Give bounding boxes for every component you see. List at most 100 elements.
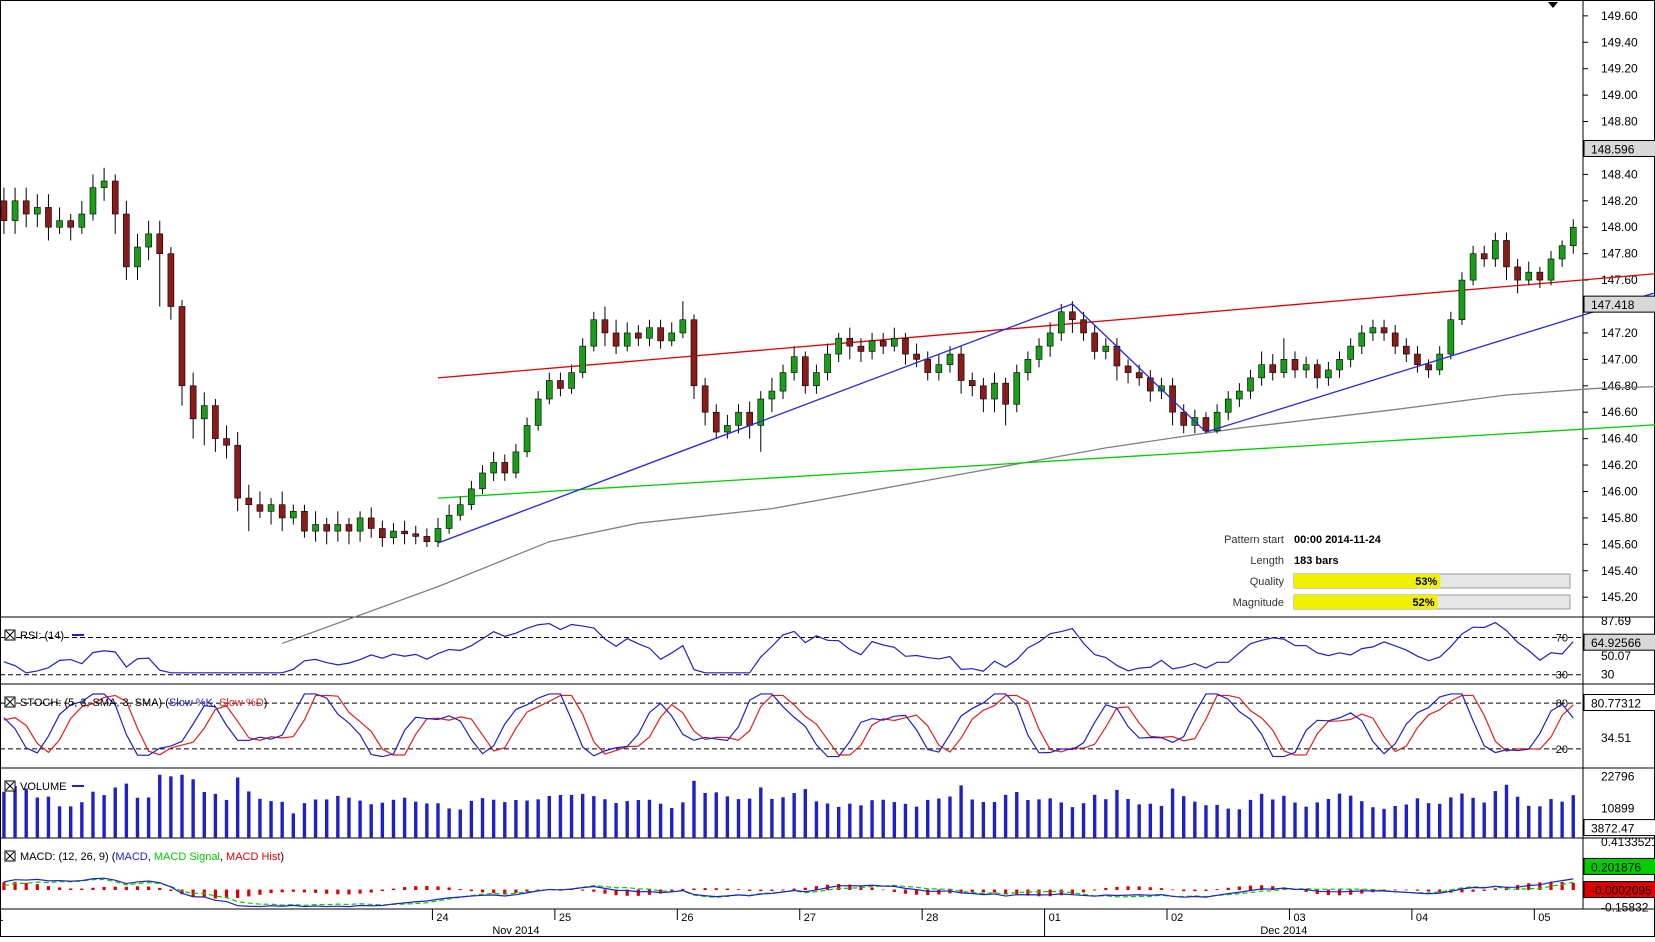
volume-bar <box>1493 791 1498 838</box>
volume-bar <box>781 797 785 838</box>
macd-hist-bar <box>736 889 741 891</box>
volume-bar <box>914 806 919 838</box>
volume-bar <box>202 792 206 838</box>
candle-body <box>735 411 742 426</box>
candle-body <box>790 356 798 373</box>
macd-hist-bar <box>725 888 729 891</box>
volume-bar <box>124 783 129 838</box>
candle-body <box>1280 359 1288 373</box>
candle-body <box>1291 359 1299 371</box>
price-tick-label: 149.40 <box>1601 35 1638 49</box>
macd-value-label-box <box>1583 857 1655 875</box>
macd-hist-bar <box>458 889 462 891</box>
candle-body <box>200 405 208 420</box>
volume-panel-title-part: VOLUME <box>20 781 66 793</box>
macd-signal-line <box>3 878 1574 907</box>
macd-hist-bar <box>514 889 518 894</box>
candle-body <box>1547 258 1555 281</box>
macd-hist-bar <box>1204 889 1208 891</box>
stoch-panel-title-part: ) <box>264 697 268 709</box>
volume-panel-toggle-icon[interactable] <box>5 781 15 791</box>
candle-body <box>1336 359 1343 371</box>
volume-bar <box>1337 793 1342 838</box>
volume-bar <box>580 793 585 838</box>
volume-bar <box>903 803 908 838</box>
volume-bar <box>1182 796 1186 838</box>
volume-bar <box>91 791 95 838</box>
macd-hist-bar <box>814 886 819 891</box>
x-day-label: 26 <box>681 912 693 924</box>
candle-body <box>913 353 920 360</box>
candle-body <box>1536 271 1544 281</box>
price-tick-label: 146.60 <box>1601 405 1638 419</box>
macd-tick-label: -0.15832 <box>1601 901 1649 915</box>
candle-body <box>301 511 308 532</box>
volume-bar <box>970 799 974 838</box>
volume-bar <box>469 800 474 838</box>
candle-body <box>156 233 164 254</box>
candle-body <box>501 462 509 474</box>
volume-bar <box>803 789 807 838</box>
volume-current-label-box <box>1583 819 1655 837</box>
volume-bar <box>1259 793 1264 838</box>
candle-body <box>1247 377 1254 392</box>
volume-bar <box>302 803 307 838</box>
candle-body <box>490 462 497 474</box>
candle-body <box>768 390 776 400</box>
candle-body <box>234 444 241 499</box>
macd-hist-bar <box>1026 889 1030 896</box>
macd-panel-toggle-icon[interactable] <box>5 851 15 861</box>
candle-body <box>1124 365 1132 373</box>
macd-hist-bar <box>1393 889 1397 891</box>
volume-bar <box>870 800 874 838</box>
stoch-panel-toggle-icon[interactable] <box>5 697 15 707</box>
volume-bar <box>347 797 351 838</box>
macd-panel-title-part: MACD Signal <box>154 851 220 863</box>
macd-hist-bar <box>425 885 429 891</box>
volume-bar <box>725 796 730 838</box>
candle-body <box>1369 327 1377 334</box>
volume-bar <box>859 805 863 838</box>
candle-body <box>1013 372 1021 405</box>
volume-bar <box>46 796 51 838</box>
volume-bar <box>1037 799 1041 838</box>
volume-bar <box>1315 802 1319 838</box>
macd-hist-bar <box>347 889 351 895</box>
candle-body <box>635 332 642 339</box>
macd-hist-bar <box>280 889 284 893</box>
volume-bar <box>180 774 184 838</box>
macd-hist-bar <box>903 889 908 894</box>
candle-body <box>1414 353 1421 365</box>
macd-value-label: 0.201876 <box>1591 860 1641 874</box>
volume-bar <box>13 786 17 838</box>
volume-bar <box>770 798 774 838</box>
candle-body <box>345 524 353 532</box>
collapse-arrow-icon[interactable] <box>1548 2 1558 8</box>
volume-bar <box>1538 806 1542 838</box>
macd-hist-bar <box>180 889 184 895</box>
volume-bar <box>1271 799 1275 838</box>
candle-body <box>1436 353 1443 371</box>
volume-bar <box>1360 801 1364 838</box>
candle-body <box>145 233 152 248</box>
macd-hist-bar <box>848 884 852 891</box>
volume-bar <box>569 794 574 838</box>
candle-body <box>256 504 264 512</box>
candle-body <box>1046 332 1054 347</box>
rsi-panel-toggle-icon[interactable] <box>5 630 15 640</box>
macd-hist-bar <box>803 887 807 891</box>
candle-body <box>980 385 987 400</box>
stoch-panel-title: STOCH: (5, 3, SMA, 3, SMA) (Slow %K, Slo… <box>20 697 267 709</box>
rsi-line <box>3 621 1574 674</box>
candle-body <box>623 332 631 347</box>
macd-hist-bar <box>1248 885 1253 891</box>
volume-bar <box>380 802 385 838</box>
stoch-current-label: 80.77312 <box>1591 697 1641 711</box>
volume-bar <box>80 802 84 838</box>
macd-hist-bar <box>1170 889 1175 891</box>
volume-bar <box>224 799 229 838</box>
volume-bar <box>1226 808 1230 838</box>
info-value: 183 bars <box>1294 555 1339 567</box>
candle-body <box>212 405 219 439</box>
macd-hist-bar <box>1193 889 1197 892</box>
